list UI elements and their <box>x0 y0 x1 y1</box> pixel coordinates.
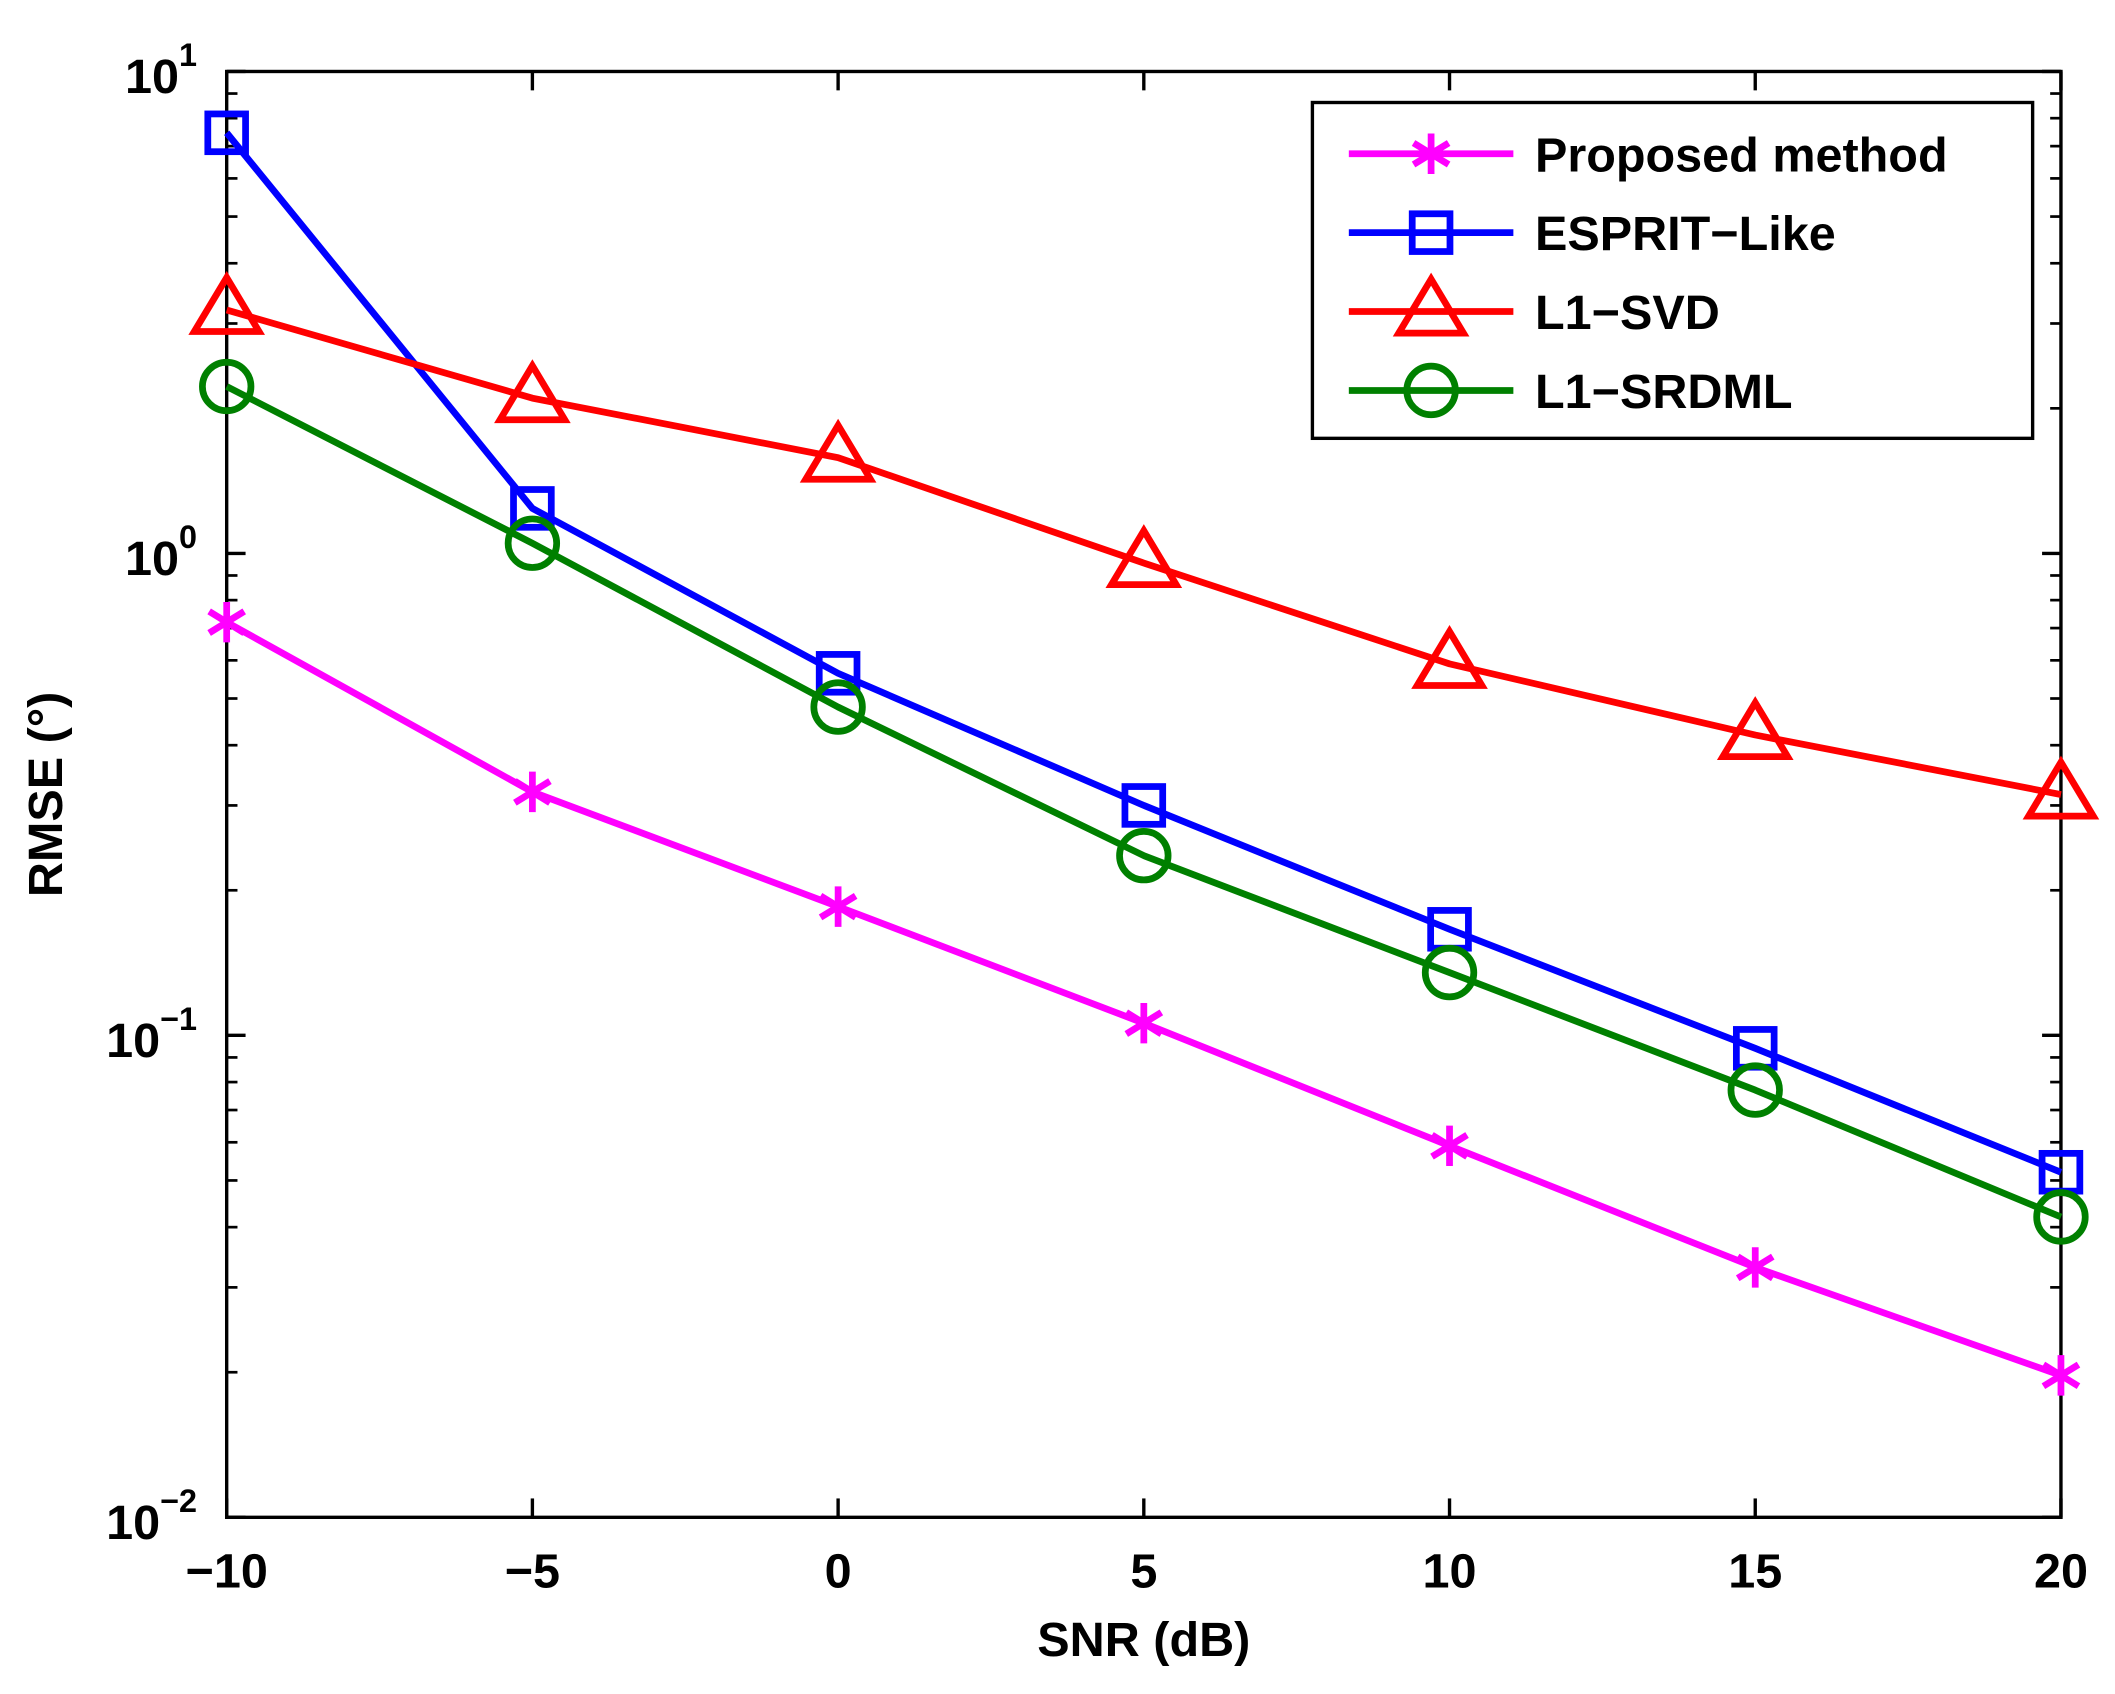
legend-item: ESPRIT−Like <box>1348 207 1836 261</box>
series-line <box>225 383 2063 1221</box>
triangle-marker <box>1716 696 1794 760</box>
asterisk-stroke <box>2041 1361 2081 1390</box>
x-axis-label: SNR (dB) <box>1037 1613 1250 1667</box>
asterisk-marker <box>1430 1125 1469 1167</box>
x-tick-label: 10 <box>1423 1544 1477 1598</box>
x-tick-label: −5 <box>505 1544 560 1598</box>
legend-label: L1−SRDML <box>1535 365 1793 419</box>
circle-marker <box>1116 828 1172 884</box>
square-marker <box>204 110 249 156</box>
square-marker <box>510 486 555 531</box>
triangle-marker <box>1411 624 1488 689</box>
series-line <box>225 306 2062 798</box>
triangle-marker <box>188 271 266 335</box>
circle-marker <box>199 358 255 415</box>
asterisk-stroke <box>513 778 552 806</box>
circle-marker <box>2033 1189 2089 1245</box>
triangle-marker <box>2022 755 2100 820</box>
asterisk-marker <box>207 601 246 643</box>
y-tick-base: 10 <box>125 50 179 104</box>
circle-marker <box>1727 1062 1783 1118</box>
y-tick-base: 10 <box>106 1014 160 1068</box>
circle-marker <box>1421 944 1478 1001</box>
legend-item: L1−SVD <box>1348 272 1720 340</box>
y-tick-label: 10−2 <box>106 1483 197 1550</box>
asterisk-marker <box>1124 1002 1164 1044</box>
asterisk-stroke <box>207 608 246 636</box>
series-group <box>188 110 2100 1396</box>
triangle-marker <box>494 359 571 424</box>
x-tick-label: 20 <box>2034 1544 2088 1598</box>
asterisk-marker <box>513 771 552 813</box>
square-marker <box>1408 210 1454 255</box>
y-tick-label: 101 <box>125 37 197 104</box>
triangle-marker <box>799 418 877 483</box>
series-line <box>225 619 2063 1379</box>
legend: Proposed method ESPRIT−Like L1−SVD L1−SRDML <box>1310 100 2035 441</box>
asterisk-stroke <box>1430 1132 1469 1160</box>
circle-marker <box>810 679 866 735</box>
y-tick-base: 10 <box>125 532 179 586</box>
y-tick-base: 10 <box>106 1496 160 1550</box>
asterisk-stroke <box>1735 1253 1775 1282</box>
y-tick-label: 10−1 <box>106 1001 197 1068</box>
y-tick-exponent: 1 <box>179 37 197 73</box>
y-tick-exponent: −2 <box>160 1483 197 1519</box>
legend-item: Proposed method <box>1348 128 1948 182</box>
legend-item: L1−SRDML <box>1348 362 1793 419</box>
triangle-marker <box>1105 524 1183 589</box>
asterisk-marker <box>1411 133 1451 174</box>
asterisk-stroke <box>1411 140 1451 168</box>
legend-label: ESPRIT−Like <box>1535 207 1836 261</box>
y-axis-label: RMSE (°) <box>19 692 73 897</box>
x-tick-label: −10 <box>186 1544 268 1598</box>
x-tick-label: 15 <box>1728 1544 1782 1598</box>
series-l1-svd <box>188 271 2100 820</box>
series-l1-srdml <box>199 358 2089 1245</box>
asterisk-marker <box>1735 1247 1775 1288</box>
series-esprit-like <box>204 110 2084 1195</box>
triangle-marker <box>1392 272 1470 337</box>
series-line <box>224 130 2063 1176</box>
y-tick-exponent: 0 <box>179 519 197 555</box>
circle-marker <box>1403 362 1459 419</box>
y-tick-exponent: −1 <box>160 1001 197 1037</box>
square-marker <box>1121 783 1167 828</box>
legend-label: L1−SVD <box>1535 286 1720 340</box>
circle-marker <box>504 515 561 571</box>
series-proposed-method <box>207 601 2081 1396</box>
asterisk-stroke <box>1124 1009 1164 1037</box>
y-tick-label: 100 <box>125 519 197 586</box>
asterisk-stroke <box>818 892 858 921</box>
square-marker <box>815 651 861 696</box>
x-tick-label: 0 <box>825 1544 852 1598</box>
asterisk-marker <box>2041 1355 2081 1396</box>
asterisk-marker <box>818 886 858 927</box>
legend-label: Proposed method <box>1535 128 1948 182</box>
x-tick-label: 5 <box>1130 1544 1157 1598</box>
